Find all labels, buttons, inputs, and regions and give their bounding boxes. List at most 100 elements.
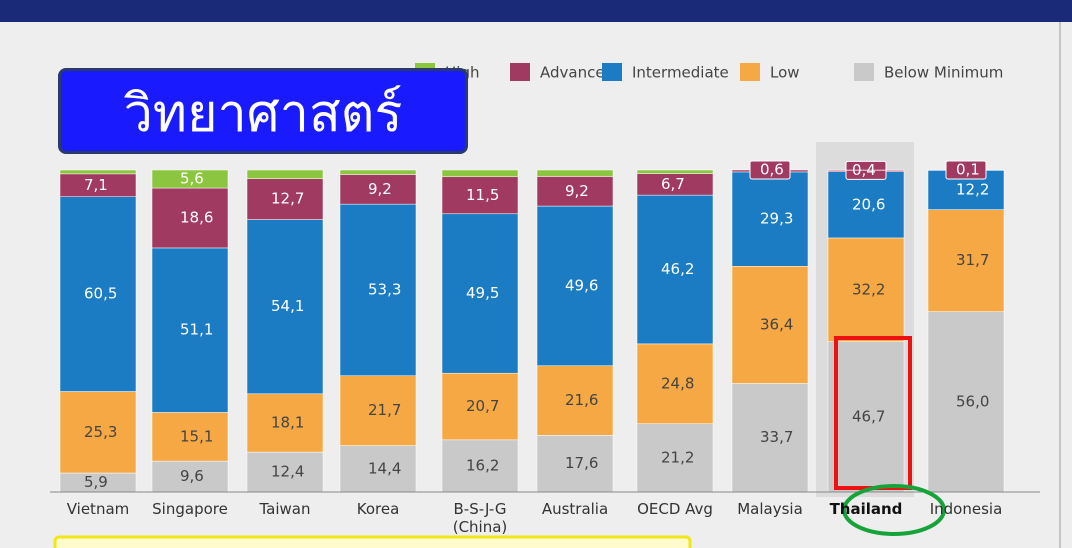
bar-segment bbox=[731, 171, 809, 267]
label-backdrop bbox=[749, 160, 791, 180]
value-label: 0,6 bbox=[760, 161, 784, 179]
legend-label: Low bbox=[770, 64, 800, 82]
value-label: 14,4 bbox=[368, 459, 401, 477]
bar-segment bbox=[636, 423, 714, 493]
value-label: 12,7 bbox=[271, 190, 304, 208]
bar-segment bbox=[246, 451, 324, 493]
value-label: 21,7 bbox=[368, 401, 401, 419]
bar-segment bbox=[246, 219, 324, 395]
value-label: 24,8 bbox=[661, 374, 694, 392]
bar-segment bbox=[151, 247, 229, 413]
bar-segment bbox=[827, 171, 905, 239]
value-label: 46,7 bbox=[852, 407, 885, 425]
bar-segment bbox=[151, 460, 229, 493]
bar-segment bbox=[339, 445, 417, 493]
value-label: 18,1 bbox=[271, 413, 304, 431]
value-label: 46,2 bbox=[661, 260, 694, 278]
value-label: 15,1 bbox=[180, 427, 213, 445]
yellow-note-box bbox=[53, 535, 692, 548]
x-tick-label: Australia bbox=[541, 500, 609, 518]
x-tick-label: Taiwan bbox=[259, 500, 311, 518]
bar-segment bbox=[339, 203, 417, 377]
x-tick-label: OECD Avg bbox=[637, 500, 713, 518]
overlay-title: วิทยาศาสตร์ bbox=[58, 68, 468, 154]
value-label: 17,6 bbox=[565, 454, 598, 472]
value-label: 25,3 bbox=[84, 423, 117, 441]
value-label: 20,7 bbox=[466, 397, 499, 415]
legend-label: Below Minimum bbox=[884, 64, 1003, 82]
bar-segment bbox=[59, 196, 137, 392]
value-label: 18,6 bbox=[180, 208, 213, 226]
green-annotation-ellipse bbox=[842, 484, 946, 536]
bar-segment bbox=[636, 194, 714, 345]
value-label: 29,3 bbox=[760, 210, 793, 228]
legend-swatch bbox=[854, 63, 874, 81]
label-backdrop bbox=[945, 160, 987, 180]
legend-swatch bbox=[602, 63, 622, 81]
bar-segment bbox=[59, 169, 137, 175]
value-label: 36,4 bbox=[760, 315, 793, 333]
bar-segment bbox=[536, 435, 614, 493]
value-label: 12,4 bbox=[271, 463, 304, 481]
bar-segment bbox=[441, 169, 519, 178]
legend-swatch bbox=[740, 63, 760, 81]
bar-segment bbox=[151, 412, 229, 462]
value-label: 9,6 bbox=[180, 467, 204, 485]
value-label: 21,6 bbox=[565, 391, 598, 409]
bar-segment bbox=[246, 169, 324, 179]
bar-segment bbox=[536, 205, 614, 367]
bar-segment bbox=[339, 375, 417, 446]
value-label: 21,2 bbox=[661, 448, 694, 466]
bar-segment bbox=[536, 365, 614, 436]
value-label: 31,7 bbox=[956, 251, 989, 269]
value-label: 12,2 bbox=[956, 180, 989, 198]
x-tick-label: Vietnam bbox=[66, 500, 130, 518]
value-label: 9,2 bbox=[565, 182, 589, 200]
value-label: 0,1 bbox=[956, 161, 980, 179]
x-tick-label: Indonesia bbox=[929, 500, 1003, 518]
value-label: 20,6 bbox=[852, 195, 885, 213]
value-label: 56,0 bbox=[956, 392, 989, 410]
value-label: 7,1 bbox=[84, 176, 108, 194]
value-label: 16,2 bbox=[466, 456, 499, 474]
x-tick-label: Korea bbox=[356, 500, 400, 518]
bar-segment bbox=[339, 169, 417, 175]
x-tick-label: Malaysia bbox=[737, 500, 803, 518]
legend-label: Advanced bbox=[540, 64, 614, 82]
top-band bbox=[0, 0, 1072, 22]
bar-segment bbox=[731, 266, 809, 384]
bar-segment bbox=[441, 213, 519, 374]
value-label: 5,9 bbox=[84, 473, 108, 491]
bar-segment bbox=[151, 169, 229, 189]
value-label: 5,6 bbox=[180, 170, 204, 188]
value-label: 11,5 bbox=[466, 186, 499, 204]
bar-segment bbox=[536, 176, 614, 207]
bar-segment bbox=[246, 393, 324, 453]
value-label: 51,1 bbox=[180, 321, 213, 339]
x-tick-label: Thailand bbox=[829, 500, 903, 518]
value-label: 32,2 bbox=[852, 280, 885, 298]
x-tick-label: Singapore bbox=[152, 500, 228, 518]
bar-segment bbox=[151, 187, 229, 249]
value-label: 60,5 bbox=[84, 285, 117, 303]
value-label: 33,7 bbox=[760, 428, 793, 446]
x-tick-label: B-S-J-G (China) bbox=[452, 500, 508, 536]
bar-segment bbox=[636, 169, 714, 174]
value-label: 6,7 bbox=[661, 175, 685, 193]
bar-segment bbox=[246, 178, 324, 220]
legend-swatch bbox=[510, 63, 530, 81]
bar-segment bbox=[827, 341, 905, 493]
bar-segment bbox=[339, 174, 417, 205]
bar-segment bbox=[536, 169, 614, 177]
bar-segment bbox=[927, 209, 1005, 312]
bar-segment bbox=[441, 372, 519, 441]
value-label: 49,5 bbox=[466, 284, 499, 302]
value-label: 53,3 bbox=[368, 280, 401, 298]
value-label: 54,1 bbox=[271, 297, 304, 315]
legend-label: Intermediate bbox=[632, 64, 729, 82]
bar-segment bbox=[827, 237, 905, 342]
bar-segment bbox=[927, 311, 1005, 493]
value-label: 9,2 bbox=[368, 180, 392, 198]
